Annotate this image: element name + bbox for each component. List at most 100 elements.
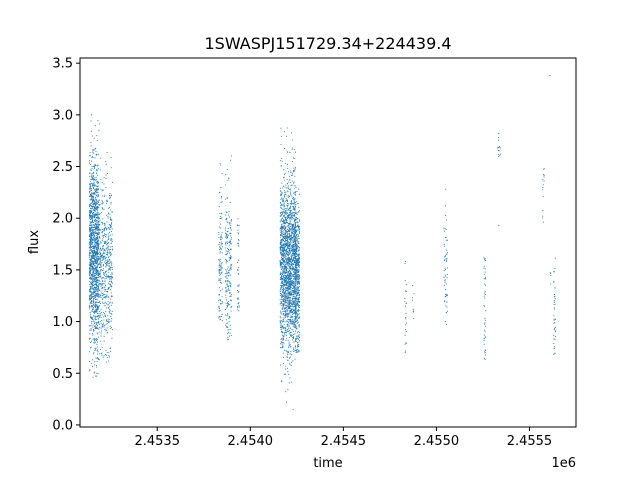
data-point [294,219,296,221]
data-point [292,182,295,184]
data-point [92,165,94,168]
data-point [94,203,96,206]
data-point [293,170,295,172]
data-point [97,322,99,324]
data-point [92,263,94,265]
data-point [284,326,286,328]
data-point [289,188,291,190]
data-point [95,284,98,286]
data-point [93,311,95,313]
data-point [104,302,106,304]
data-point [88,325,90,327]
data-point [219,316,221,318]
data-point [279,259,281,262]
data-point [283,295,285,297]
data-point [291,227,293,229]
data-point [297,277,299,279]
data-point [101,286,104,288]
data-point [294,229,296,231]
data-point [295,250,297,252]
data-point [93,247,95,249]
data-point [292,197,294,199]
data-point [102,294,104,296]
data-point [90,302,93,304]
data-point [92,302,94,304]
data-point [227,333,229,335]
data-point [110,296,112,298]
data-point [293,306,295,308]
data-point [88,291,90,293]
data-point [225,259,228,261]
data-point [96,245,98,247]
data-point [294,277,296,279]
data-point [109,231,111,233]
data-point [447,310,449,312]
data-point [95,247,97,249]
data-point [99,321,101,323]
data-point [230,266,232,268]
data-point [221,267,223,269]
data-point [88,308,91,310]
data-point [236,305,239,307]
data-point [106,244,108,246]
data-point [91,176,93,178]
data-point [89,172,91,174]
data-point [97,281,99,283]
data-point [110,219,112,221]
data-point [285,200,287,202]
data-point [282,292,284,294]
data-point [297,278,300,280]
data-point [289,235,291,237]
data-point [108,360,110,362]
data-point [92,269,94,271]
data-point [102,302,104,305]
data-point [98,248,100,250]
data-point [94,148,96,150]
data-point [228,252,231,254]
data-point [405,283,407,285]
data-point [288,357,291,359]
data-point [108,311,110,313]
data-point [105,214,107,216]
data-point [287,309,289,311]
data-point [95,277,97,279]
data-point [228,274,230,276]
data-point [288,264,290,266]
data-point [109,193,111,195]
data-point [218,306,220,308]
data-point [100,212,102,214]
data-point [296,290,298,292]
data-point [225,229,227,231]
data-point [297,293,299,295]
data-point [444,320,446,323]
data-point [290,280,292,282]
data-point [295,222,297,224]
data-point [91,243,93,245]
data-point [296,317,298,319]
data-point [89,263,91,265]
data-point [297,233,299,235]
data-point [290,300,292,302]
data-point [230,255,232,257]
data-point [95,165,97,167]
data-point [103,252,105,254]
data-point [293,319,295,321]
data-point [404,261,406,263]
data-point [220,248,222,250]
data-point [288,214,290,216]
data-point [104,312,106,314]
data-point [97,119,99,122]
data-point [94,125,96,127]
data-point [98,206,100,208]
data-point [291,381,293,383]
data-point [291,361,293,364]
data-point [298,300,300,302]
data-point [298,229,300,232]
data-point [297,311,299,313]
data-point [283,200,285,202]
data-point [294,237,296,240]
data-point [445,305,447,307]
data-point [291,233,293,235]
data-point [294,175,296,177]
data-point [279,293,281,295]
